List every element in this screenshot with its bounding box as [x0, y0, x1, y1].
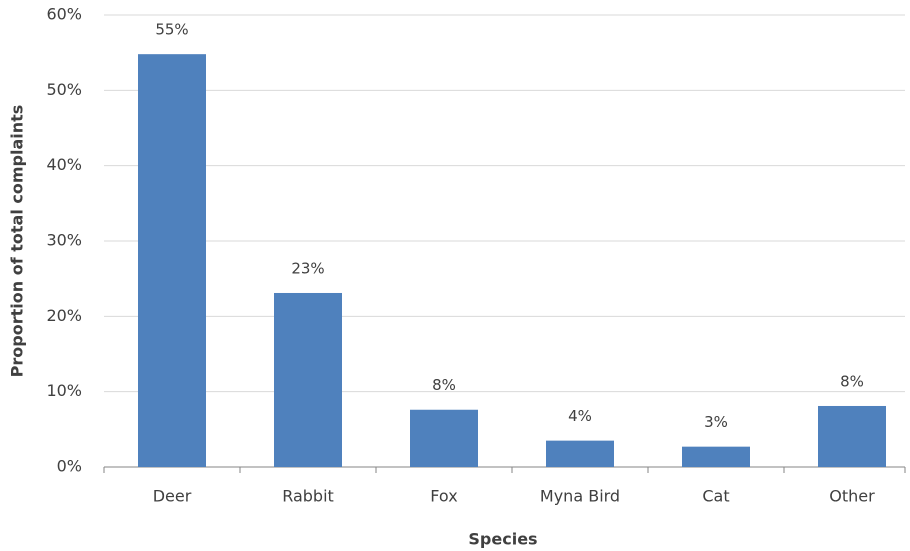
bar: [546, 440, 614, 467]
data-label: 55%: [155, 21, 188, 39]
y-tick-label: 40%: [46, 155, 82, 174]
data-label: 23%: [291, 259, 324, 277]
y-tick-label: 0%: [57, 457, 82, 476]
bar: [818, 405, 886, 467]
x-tick-label: Deer: [153, 487, 192, 506]
y-tick-label: 50%: [46, 80, 82, 99]
data-label: 8%: [840, 372, 864, 390]
data-label: 8%: [432, 376, 456, 394]
data-label: 3%: [704, 413, 728, 431]
y-tick-label: 20%: [46, 306, 82, 325]
bar: [682, 446, 750, 467]
y-tick-label: 60%: [46, 5, 82, 24]
data-label: 4%: [568, 407, 592, 425]
bar: [410, 409, 478, 467]
x-axis-title: Species: [468, 530, 537, 549]
bar: [274, 292, 342, 467]
x-tick-label: Myna Bird: [540, 487, 620, 506]
y-tick-label: 30%: [46, 231, 82, 250]
x-tick-label: Cat: [702, 487, 729, 506]
y-tick-label: 10%: [46, 381, 82, 400]
x-tick-label: Fox: [430, 487, 457, 506]
x-tick-label: Other: [829, 487, 875, 506]
bar: [138, 54, 206, 467]
y-axis-title: Proportion of total complaints: [8, 105, 27, 378]
x-tick-label: Rabbit: [282, 487, 334, 506]
